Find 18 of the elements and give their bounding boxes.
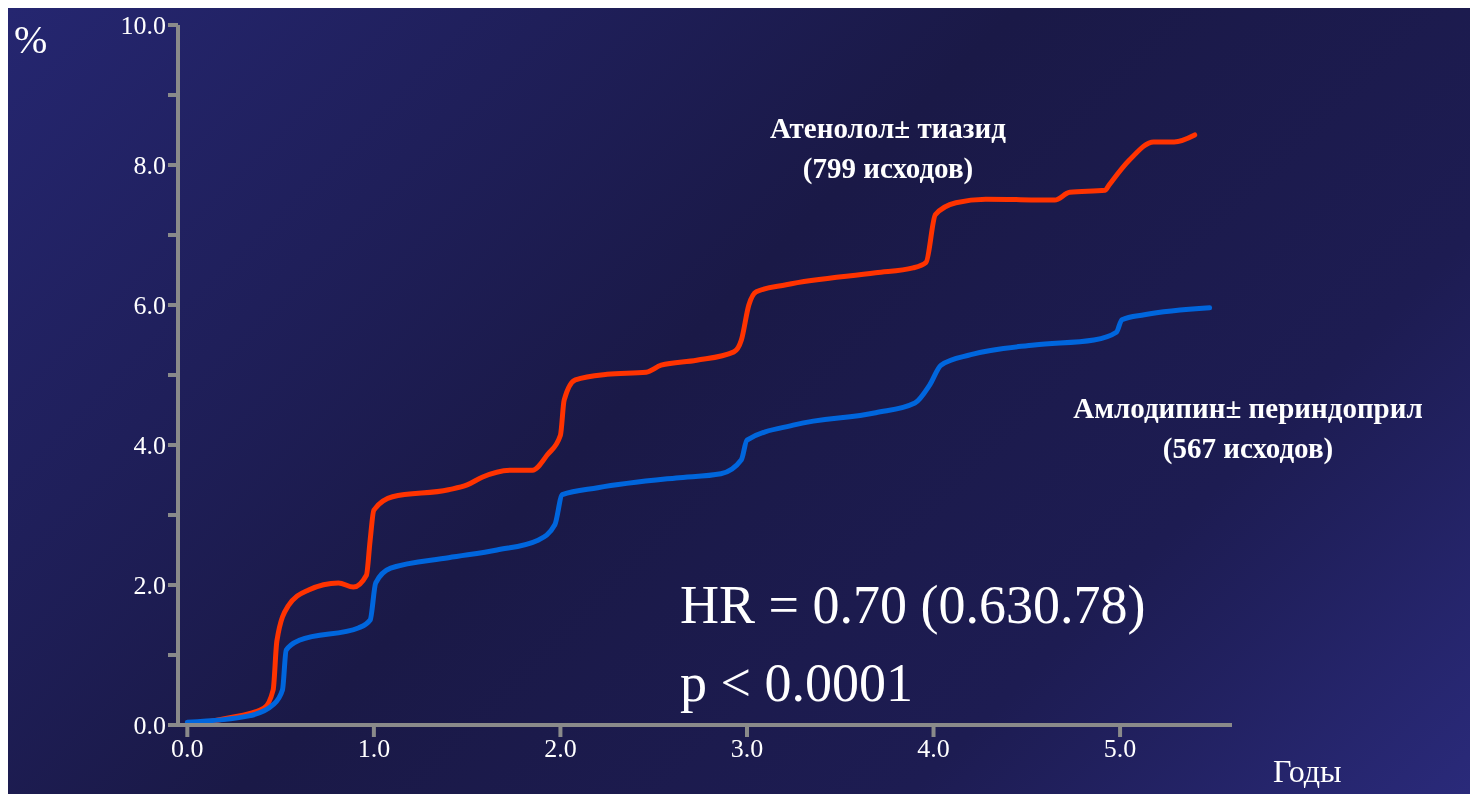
y-axis-title: % [14, 16, 48, 63]
y-tick-label: 8.0 [133, 151, 166, 181]
y-tick-label: 4.0 [133, 431, 166, 461]
x-axis-title: Годы [1273, 753, 1342, 790]
x-tick-label: 1.0 [357, 734, 391, 764]
y-tick-label: 6.0 [133, 291, 166, 321]
annotation: p < 0.0001 [680, 652, 913, 715]
x-tick-label: 3.0 [730, 734, 764, 764]
y-tick-label: 10.0 [120, 11, 166, 41]
series-label: Амлодипин± периндоприл (567 исходов) [1072, 391, 1424, 466]
x-tick-label: 4.0 [917, 734, 950, 764]
y-tick-label: 2.0 [133, 571, 166, 601]
y-tick-label: 0.0 [133, 711, 166, 741]
annotation: HR = 0.70 (0.630.78) [680, 574, 1146, 637]
x-tick-label: 0.0 [171, 734, 204, 764]
x-tick-label: 5.0 [1103, 734, 1137, 764]
series-label: Атенолол± тиазид (799 исходов) [769, 111, 1007, 186]
x-tick-label: 2.0 [544, 734, 577, 764]
